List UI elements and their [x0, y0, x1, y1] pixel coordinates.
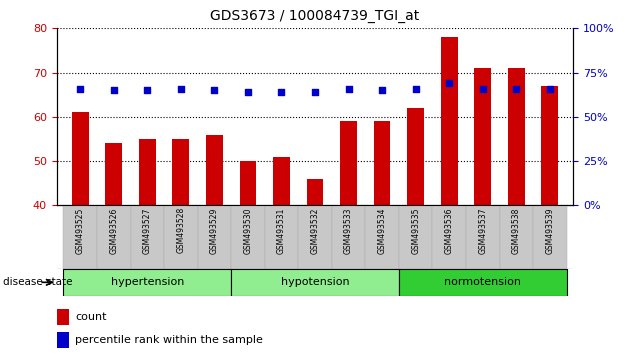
Text: GSM493532: GSM493532: [311, 207, 319, 253]
Bar: [298, 205, 332, 269]
Bar: [130, 205, 164, 269]
Bar: [332, 205, 365, 269]
Bar: [173, 139, 189, 205]
Point: [545, 86, 555, 91]
Point: [478, 86, 488, 91]
Bar: [139, 139, 156, 205]
Point: [209, 87, 219, 93]
Text: hypertension: hypertension: [111, 277, 184, 287]
Point: [75, 86, 85, 91]
Bar: [533, 205, 566, 269]
Bar: [64, 269, 231, 296]
Bar: [198, 205, 231, 269]
Bar: [374, 121, 391, 205]
Bar: [164, 205, 198, 269]
Bar: [239, 161, 256, 205]
Text: GSM493527: GSM493527: [143, 207, 152, 253]
Point: [343, 86, 353, 91]
Point: [411, 86, 421, 91]
Bar: [474, 68, 491, 205]
Bar: [340, 121, 357, 205]
Point: [511, 86, 521, 91]
Point: [444, 80, 454, 86]
Text: percentile rank within the sample: percentile rank within the sample: [76, 335, 263, 346]
Bar: [399, 269, 566, 296]
Text: GSM493535: GSM493535: [411, 207, 420, 254]
Text: GSM493538: GSM493538: [512, 207, 521, 253]
Bar: [500, 205, 533, 269]
Bar: [64, 205, 97, 269]
Point: [109, 87, 119, 93]
Text: GSM493530: GSM493530: [243, 207, 253, 254]
Bar: [231, 205, 265, 269]
Text: GSM493537: GSM493537: [478, 207, 487, 254]
Text: GSM493526: GSM493526: [109, 207, 118, 253]
Text: GSM493534: GSM493534: [377, 207, 387, 254]
Bar: [466, 205, 500, 269]
Bar: [72, 113, 89, 205]
Point: [377, 87, 387, 93]
Bar: [105, 143, 122, 205]
Bar: [399, 205, 432, 269]
Text: GDS3673 / 100084739_TGI_at: GDS3673 / 100084739_TGI_at: [210, 9, 420, 23]
Bar: [206, 135, 223, 205]
Bar: [307, 179, 323, 205]
Text: GSM493539: GSM493539: [546, 207, 554, 254]
Point: [142, 87, 152, 93]
Bar: [441, 37, 457, 205]
Point: [310, 89, 320, 95]
Bar: [97, 205, 130, 269]
Text: GSM493536: GSM493536: [445, 207, 454, 254]
Point: [176, 86, 186, 91]
Bar: [57, 332, 69, 348]
Text: disease state: disease state: [3, 277, 72, 287]
Text: GSM493533: GSM493533: [344, 207, 353, 254]
Bar: [273, 156, 290, 205]
Bar: [407, 108, 424, 205]
Text: GSM493531: GSM493531: [277, 207, 286, 253]
Text: hypotension: hypotension: [281, 277, 349, 287]
Point: [277, 89, 287, 95]
Text: GSM493529: GSM493529: [210, 207, 219, 253]
Bar: [432, 205, 466, 269]
Bar: [231, 269, 399, 296]
Text: count: count: [76, 312, 107, 322]
Bar: [365, 205, 399, 269]
Bar: [57, 309, 69, 325]
Bar: [541, 86, 558, 205]
Bar: [508, 68, 525, 205]
Point: [243, 89, 253, 95]
Text: GSM493528: GSM493528: [176, 207, 185, 253]
Bar: [265, 205, 298, 269]
Text: GSM493525: GSM493525: [76, 207, 84, 253]
Text: normotension: normotension: [444, 277, 521, 287]
